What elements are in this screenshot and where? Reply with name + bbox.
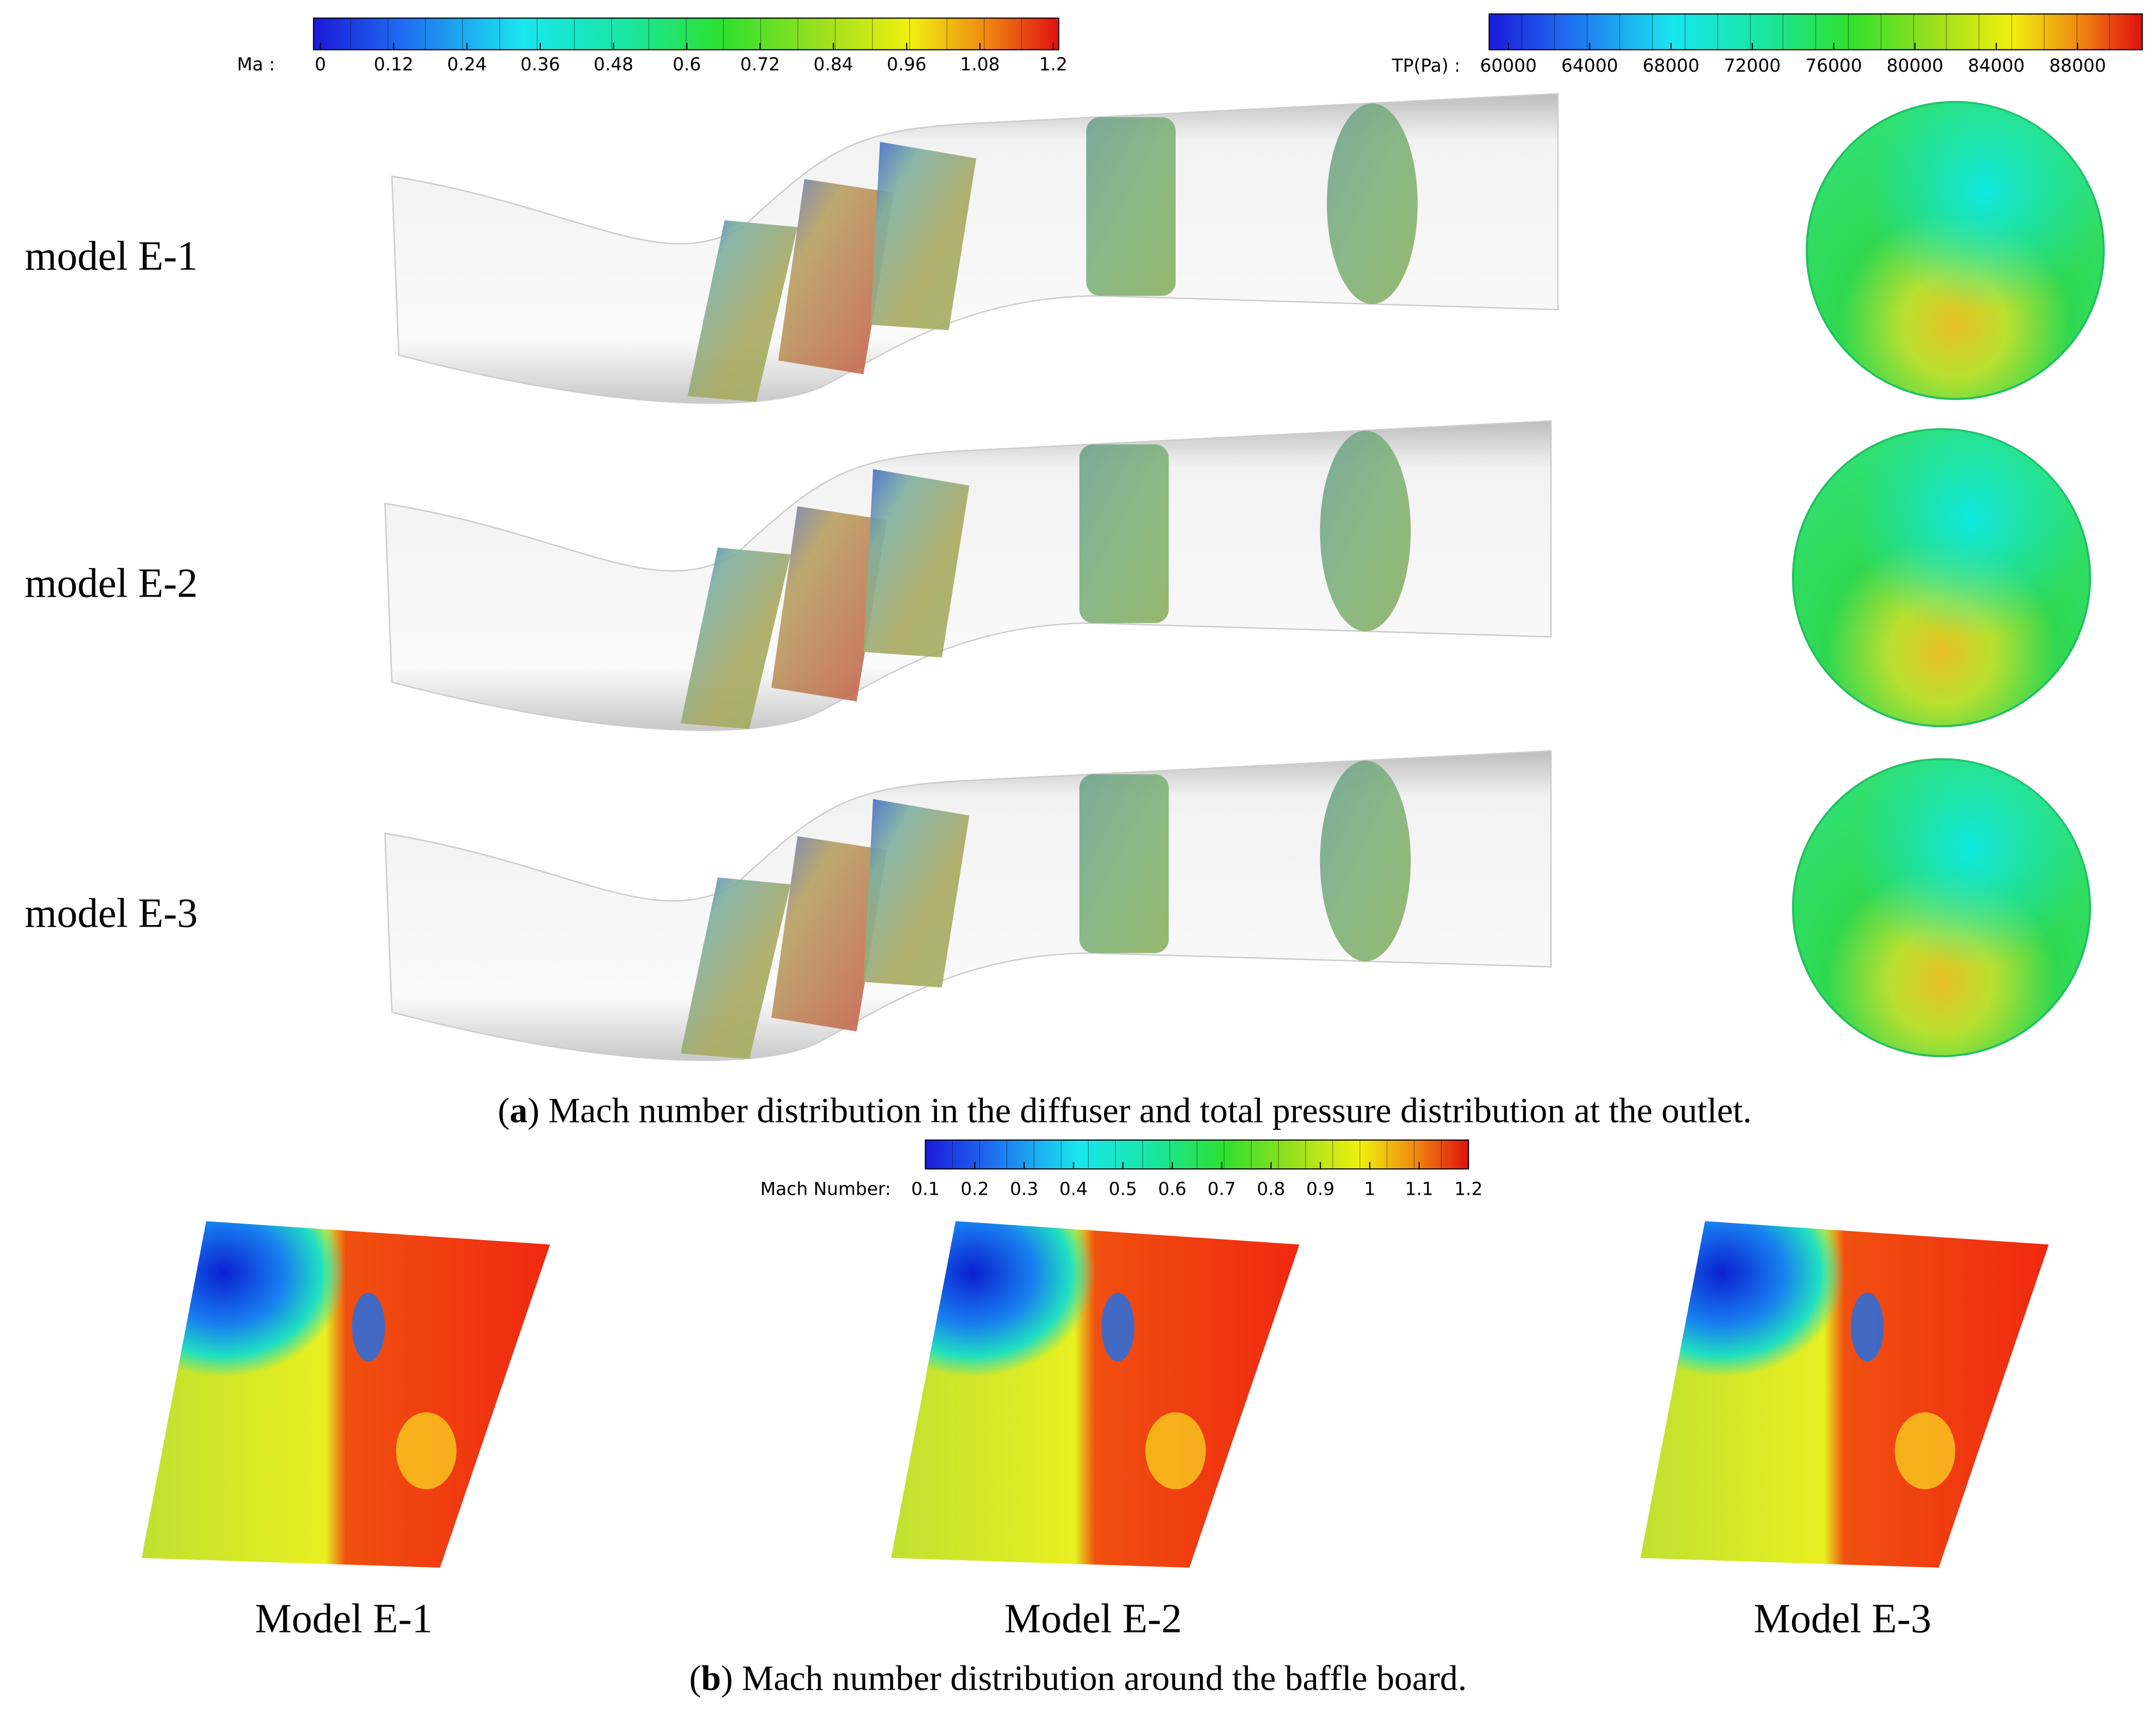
model-label: Model E-3 — [1754, 1596, 1931, 1642]
outlet-contour-core — [1793, 429, 2091, 727]
section-slice — [1320, 761, 1411, 962]
model-label: Model E-1 — [255, 1596, 432, 1642]
row-label: model E-1 — [25, 234, 198, 279]
hot-spot — [1145, 1412, 1206, 1490]
colorbar-tick-label: 0.3 — [1010, 1179, 1038, 1200]
outlet-contour-core — [1806, 102, 2104, 399]
colorbar-tick-label: 0.96 — [887, 54, 927, 75]
caption-label: b — [701, 1658, 721, 1698]
caption-label: a — [509, 1090, 528, 1130]
section-slice — [1079, 774, 1169, 953]
caption-text: ) Mach number distribution in the diffus… — [528, 1090, 1752, 1130]
section-slice — [1086, 117, 1176, 296]
colorbar-tick-label: 0.1 — [911, 1179, 940, 1200]
colorbar-tick-label: 76000 — [1805, 56, 1862, 76]
baffle-contour-blue — [141, 1221, 550, 1568]
baffle-contour-blue — [1640, 1221, 2049, 1568]
caption: (b) Mach number distribution around the … — [689, 1658, 1467, 1698]
colorbar-tick-label: 64000 — [1561, 56, 1618, 76]
colorbar-tick-label: 0.9 — [1306, 1179, 1335, 1200]
colorbar-tick-label: 84000 — [1968, 56, 2025, 76]
colorbar-tick-label: 0.72 — [740, 54, 780, 75]
baffle-slice — [863, 469, 969, 658]
baffle-contour-blue — [891, 1221, 1299, 1568]
row-label: model E-3 — [25, 891, 198, 936]
section-slice — [1079, 444, 1169, 623]
duct — [391, 93, 1559, 404]
duct — [384, 420, 1552, 731]
low-spot — [1101, 1292, 1134, 1362]
colorbar-tick-label: 0.48 — [594, 54, 633, 75]
diffuser-row: model E-3 — [25, 750, 2092, 1061]
low-spot — [352, 1292, 385, 1362]
hot-spot — [396, 1412, 457, 1490]
baffle-slice — [863, 799, 969, 987]
baffle-slice — [680, 547, 791, 729]
colorbar-tick-label: 1 — [1364, 1179, 1375, 1200]
colorbar-tick-label: 68000 — [1642, 56, 1699, 76]
diffuser-row: model E-2 — [25, 420, 2092, 731]
caption-prefix: ( — [498, 1090, 509, 1130]
colorbar-tick-label: 0.4 — [1059, 1179, 1088, 1200]
colorbar-tick-label: 0.7 — [1207, 1179, 1236, 1200]
colorbar-tick-label: 0.24 — [447, 54, 487, 75]
colorbar-tick-label: 0.2 — [961, 1179, 989, 1200]
model-label: Model E-2 — [1005, 1596, 1182, 1642]
baffle-slice — [771, 836, 887, 1032]
colorbar-tick-label: 1.2 — [1454, 1179, 1483, 1200]
colorbar-tick-label: 0.36 — [520, 54, 560, 75]
baffle-contour: Model E-1 — [141, 1221, 550, 1642]
colorbar-tick-label: 1.08 — [960, 54, 1000, 75]
baffle-contour: Model E-2 — [891, 1221, 1299, 1642]
outlet-contour-core — [1793, 759, 2091, 1057]
colorbar-tick-label: 0.6 — [1158, 1179, 1187, 1200]
hot-spot — [1895, 1412, 1955, 1490]
baffle-slice — [687, 220, 798, 402]
colorbar-tick-label: 80000 — [1886, 56, 1943, 76]
caption-prefix: ( — [689, 1658, 701, 1698]
baffle-slice — [680, 877, 791, 1059]
colorbar-label: Ma : — [237, 54, 275, 75]
figure-body: Ma : 0 0.12 0.24 0.36 0.48 0.6 0.72 0.84 0.96 1.08… — [25, 13, 2143, 1698]
colorbar-tick-label: 1.2 — [1039, 54, 1067, 75]
colorbar-tick-label: 1.1 — [1405, 1179, 1433, 1200]
colorbar-label: TP(Pa) : — [1391, 56, 1460, 76]
baffle-contour: Model E-3 — [1640, 1221, 2049, 1642]
colorbar-tick-label: 88000 — [2049, 56, 2106, 76]
colorbar-tick-label: 0.5 — [1109, 1179, 1137, 1200]
section-slice — [1320, 431, 1411, 632]
baffle-slice — [771, 506, 887, 702]
diffuser-row: model E-1 — [25, 93, 2105, 404]
colorbar-tick-label: 72000 — [1724, 56, 1781, 76]
row-label: model E-2 — [25, 561, 198, 606]
colorbar-tick-label: 0.8 — [1257, 1179, 1285, 1200]
baffle-slice — [778, 179, 894, 374]
section-slice — [1327, 103, 1418, 304]
colorbar-tick-label: 0.12 — [374, 54, 414, 75]
baffle-slice — [870, 142, 977, 331]
duct — [384, 750, 1552, 1061]
caption-text: ) Mach number distribution around the ba… — [721, 1658, 1467, 1698]
colorbar-tick-label: 0 — [315, 54, 326, 75]
colorbar-tick-label: 0.84 — [814, 54, 853, 75]
caption: (a) Mach number distribution in the diff… — [498, 1090, 1752, 1130]
colorbar-tick-label: 60000 — [1480, 56, 1537, 76]
colorbar-tick-label: 0.6 — [672, 54, 701, 75]
colorbar-label: Mach Number: — [760, 1179, 891, 1200]
low-spot — [1851, 1292, 1884, 1362]
